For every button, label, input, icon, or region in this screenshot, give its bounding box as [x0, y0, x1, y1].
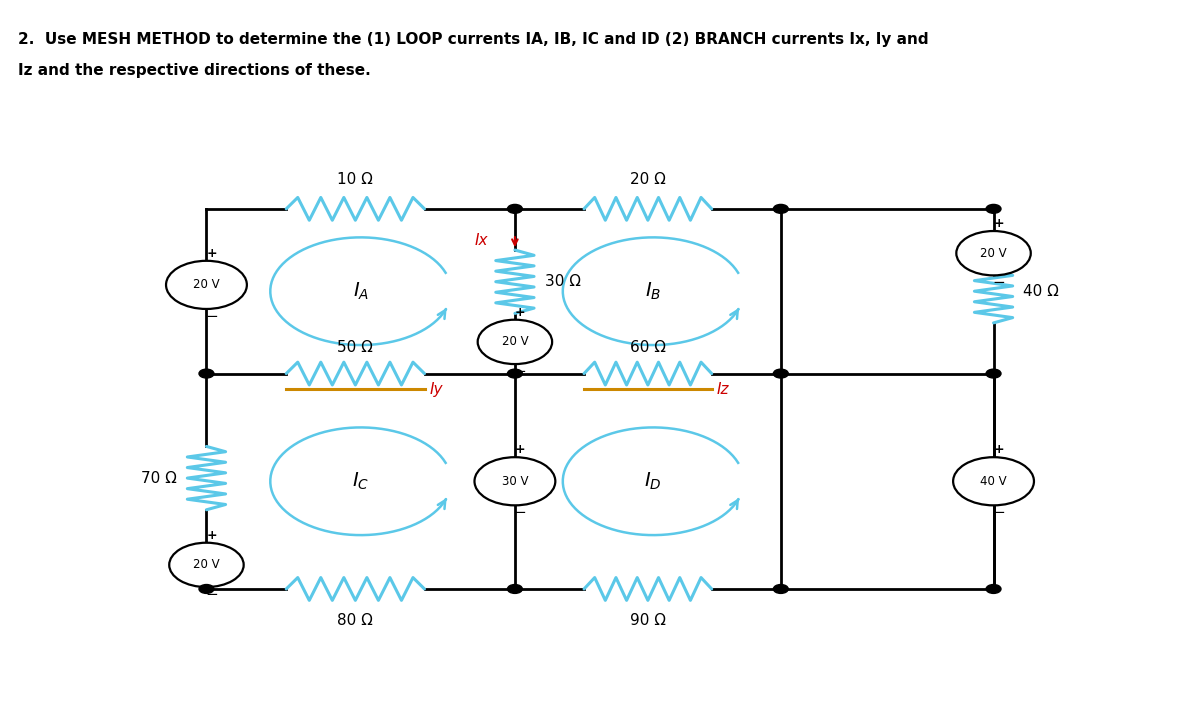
Circle shape	[478, 320, 552, 364]
Text: Ix: Ix	[475, 233, 488, 248]
Text: Iy: Iy	[430, 382, 443, 397]
Circle shape	[773, 205, 788, 213]
Text: +: +	[515, 443, 526, 456]
Text: −: −	[514, 505, 527, 521]
Text: −: −	[205, 587, 218, 602]
Circle shape	[773, 584, 788, 593]
Text: 20 V: 20 V	[193, 279, 220, 292]
Circle shape	[773, 369, 788, 378]
Text: Iz: Iz	[716, 382, 730, 397]
Text: 40 V: 40 V	[980, 475, 1007, 488]
Text: −: −	[205, 309, 218, 324]
Text: −: −	[992, 276, 1006, 291]
Text: 90 Ω: 90 Ω	[630, 613, 666, 628]
Text: 20 V: 20 V	[193, 559, 220, 572]
Text: 20 V: 20 V	[980, 247, 1007, 260]
Text: 70 Ω: 70 Ω	[140, 470, 176, 485]
Text: −: −	[514, 364, 527, 379]
Text: $I_C$: $I_C$	[352, 470, 370, 492]
Text: +: +	[515, 306, 526, 319]
Text: $I_A$: $I_A$	[353, 281, 368, 302]
Text: 50 Ω: 50 Ω	[337, 340, 373, 355]
Text: Iz and the respective directions of these.: Iz and the respective directions of thes…	[18, 63, 371, 78]
Text: 20 V: 20 V	[502, 335, 528, 348]
Circle shape	[166, 261, 247, 309]
Text: 40 Ω: 40 Ω	[1024, 284, 1060, 299]
Circle shape	[199, 584, 214, 593]
Circle shape	[508, 369, 522, 378]
Circle shape	[986, 584, 1001, 593]
Text: $I_D$: $I_D$	[644, 470, 662, 492]
Text: +: +	[994, 443, 1004, 456]
Text: 30 Ω: 30 Ω	[545, 274, 581, 289]
Circle shape	[508, 584, 522, 593]
Text: −: −	[992, 505, 1006, 521]
Text: 80 Ω: 80 Ω	[337, 613, 373, 628]
Circle shape	[169, 543, 244, 587]
Circle shape	[986, 369, 1001, 378]
Circle shape	[474, 457, 556, 505]
Text: +: +	[206, 528, 217, 541]
Circle shape	[199, 369, 214, 378]
Circle shape	[956, 231, 1031, 276]
Circle shape	[953, 457, 1034, 505]
Text: 10 Ω: 10 Ω	[337, 172, 373, 187]
Text: $I_B$: $I_B$	[646, 281, 661, 302]
Text: 2.  Use MESH METHOD to determine the (1) LOOP currents IA, IB, IC and ID (2) BRA: 2. Use MESH METHOD to determine the (1) …	[18, 32, 929, 47]
Text: 20 Ω: 20 Ω	[630, 172, 666, 187]
Text: +: +	[206, 247, 217, 260]
Text: 60 Ω: 60 Ω	[630, 340, 666, 355]
Text: 30 V: 30 V	[502, 475, 528, 488]
Text: +: +	[994, 217, 1004, 230]
Circle shape	[508, 205, 522, 213]
Circle shape	[986, 205, 1001, 213]
